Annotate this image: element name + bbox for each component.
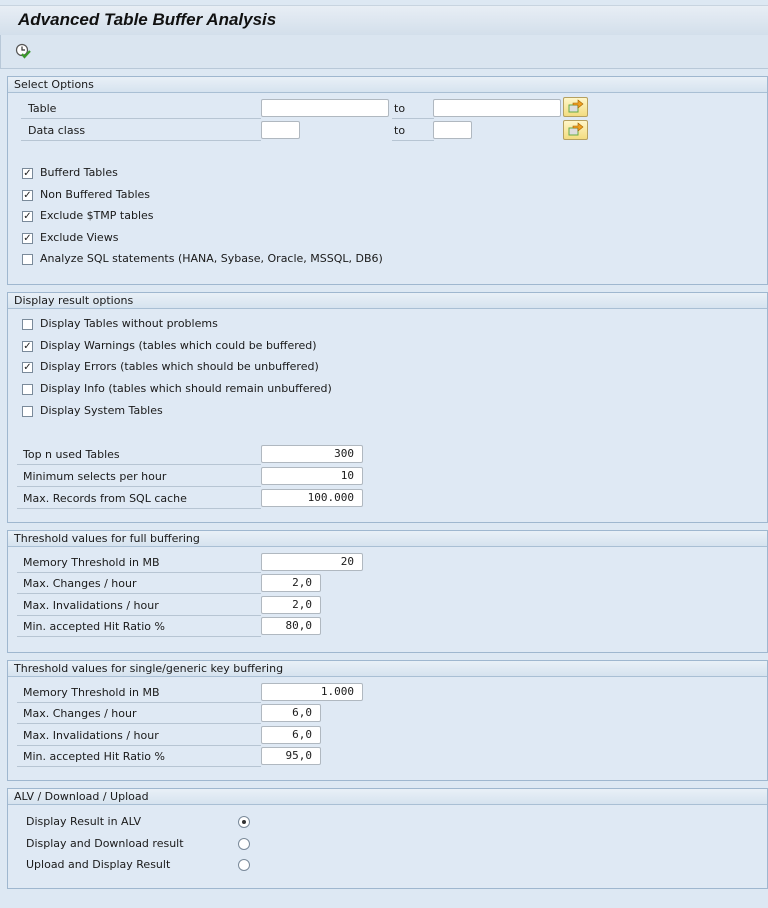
checkbox-label: Display Warnings (tables which could be … [40,339,317,352]
toolbar [0,35,768,69]
group-header: Threshold values for full buffering [8,531,767,547]
checkbox[interactable]: ✓ [22,362,33,373]
checkbox[interactable]: ✓ [22,168,33,179]
checkbox-label: Display Errors (tables which should be u… [40,360,319,373]
field-input[interactable]: 20 [261,553,363,571]
field-input[interactable]: 6,0 [261,704,321,722]
checkbox-label: Display Info (tables which should remain… [40,382,332,395]
select-options-group: Select Options Table to Data class to ✓ … [7,76,768,285]
checkbox-label: Exclude $TMP tables [40,209,154,222]
checkbox-label: Bufferd Tables [40,166,118,179]
radio-label: Display Result in ALV [26,815,142,828]
checkbox-label: Display System Tables [40,404,163,417]
multiple-selection-button[interactable] [563,120,588,140]
to-label: to [392,124,434,141]
checkbox[interactable]: ✓ [22,190,33,201]
to-label: to [392,102,434,119]
field-label: Min. accepted Hit Ratio % [17,750,261,767]
field-input[interactable]: 100.000 [261,489,363,507]
multiple-selection-button[interactable] [563,97,588,117]
field-label: Max. Changes / hour [17,577,261,594]
checkbox-label: Display Tables without problems [40,317,218,330]
field-input[interactable]: 2,0 [261,596,321,614]
radio-label: Upload and Display Result [26,858,171,871]
clock-execute-icon[interactable] [15,43,31,59]
field-label: Max. Invalidations / hour [17,729,261,746]
checkbox[interactable]: ✓ [22,341,33,352]
field-label: Max. Invalidations / hour [17,599,261,616]
data-class-from-input[interactable] [261,121,300,139]
checkbox[interactable] [22,254,33,265]
group-header: Threshold values for single/generic key … [8,661,767,677]
full-buffering-group: Threshold values for full buffering Memo… [7,530,768,653]
group-header: Display result options [8,293,767,309]
checkbox[interactable] [22,319,33,330]
group-header: Select Options [8,77,767,93]
checkbox[interactable]: ✓ [22,211,33,222]
field-label: Memory Threshold in MB [17,556,261,573]
field-input[interactable]: 2,0 [261,574,321,592]
field-label: Min. accepted Hit Ratio % [17,620,261,637]
key-buffering-group: Threshold values for single/generic key … [7,660,768,781]
radio-button[interactable] [238,838,250,850]
table-to-input[interactable] [433,99,561,117]
page-title: Advanced Table Buffer Analysis [18,10,277,29]
data-class-to-input[interactable] [433,121,472,139]
alv-group: ALV / Download / Upload Display Result i… [7,788,768,889]
radio-button[interactable] [238,816,250,828]
radio-button[interactable] [238,859,250,871]
radio-label: Display and Download result [26,837,184,850]
field-label: Minimum selects per hour [17,470,261,487]
multiple-selection-icon [568,99,584,113]
group-header: ALV / Download / Upload [8,789,767,805]
field-input[interactable]: 10 [261,467,363,485]
field-label: Top n used Tables [17,448,261,465]
table-label: Table [21,102,261,119]
field-label: Max. Changes / hour [17,707,261,724]
field-input[interactable]: 300 [261,445,363,463]
field-input[interactable]: 80,0 [261,617,321,635]
title-bar: Advanced Table Buffer Analysis [0,5,768,35]
display-options-group: Display result options Display Tables wi… [7,292,768,523]
checkbox[interactable] [22,384,33,395]
field-label: Max. Records from SQL cache [17,492,261,509]
field-input[interactable]: 6,0 [261,726,321,744]
data-class-label: Data class [21,124,261,141]
field-label: Memory Threshold in MB [17,686,261,703]
multiple-selection-icon [568,122,584,136]
checkbox-label: Non Buffered Tables [40,188,150,201]
checkbox-label: Exclude Views [40,231,119,244]
table-from-input[interactable] [261,99,389,117]
checkbox-label: Analyze SQL statements (HANA, Sybase, Or… [40,252,383,265]
field-input[interactable]: 1.000 [261,683,363,701]
checkbox[interactable]: ✓ [22,233,33,244]
field-input[interactable]: 95,0 [261,747,321,765]
checkbox[interactable] [22,406,33,417]
